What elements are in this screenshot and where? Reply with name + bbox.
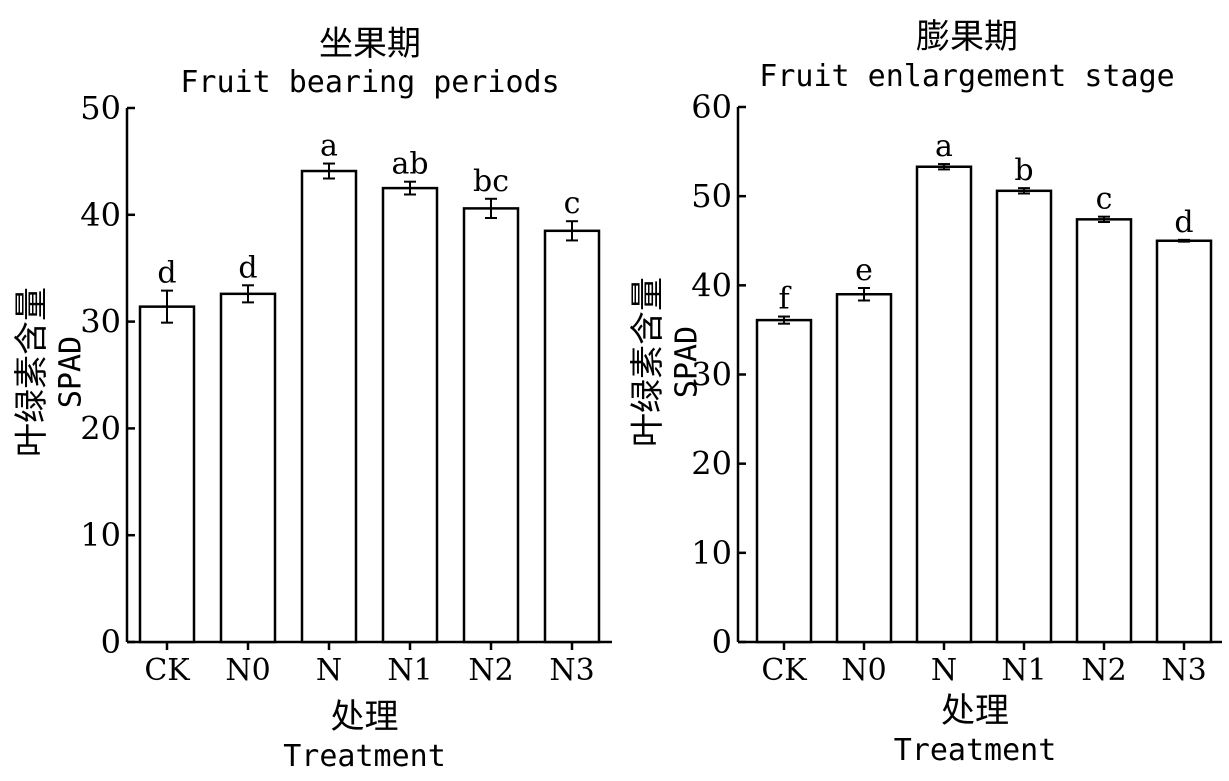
y-tick-label: 40 [691,266,732,304]
x-tick-label: N0 [841,653,886,688]
x-tick-label: N2 [1081,653,1126,688]
y-tick-label: 50 [80,89,121,127]
significance-letter: b [1014,153,1033,188]
y-tick-label: 10 [80,516,121,554]
bar-N [915,165,973,644]
y-tick-label: 30 [80,303,121,341]
chart-title: 膨果期 [916,17,1018,57]
y-tick-label: 60 [691,88,732,126]
x-tick-label: N3 [1161,653,1206,688]
significance-letter: e [855,253,873,288]
x-tick-label: N3 [549,653,594,688]
significance-letter: a [320,129,338,164]
chart-subtitle: Fruit enlargement stage [759,59,1174,94]
significance-letter: d [157,256,176,291]
y-tick-label: 20 [691,445,732,483]
bar-N3 [1155,239,1213,644]
significance-letter: c [564,186,581,221]
bar-N0 [219,292,277,644]
y-tick-label: 50 [691,177,732,215]
x-axis-label: 处理 [941,691,1009,731]
y-tick-label: 0 [712,623,732,661]
y-tick-label: 20 [80,409,121,447]
significance-letter: c [1096,182,1113,217]
significance-letter: d [238,250,257,285]
chart-title: 坐果期 [319,24,421,64]
x-tick-label: N1 [387,653,432,688]
x-axis-label-en: Treatment [894,733,1057,768]
significance-letter: f [778,282,791,317]
bar-N1 [381,186,439,644]
significance-letter: d [1174,205,1193,240]
y-tick-label: 10 [691,534,732,572]
bar-CK [755,318,813,644]
y-tick-label: 30 [691,356,732,394]
y-axis-label: 叶绿素含量 [12,287,52,457]
significance-letter: bc [473,164,509,199]
x-tick-label: N2 [468,653,513,688]
x-axis-label-en: Treatment [283,739,446,774]
bar-N [300,169,358,644]
bar-N0 [835,293,893,644]
x-tick-label: N [931,653,957,688]
bar-N1 [995,189,1053,644]
x-tick-label: CK [144,653,190,688]
bar-N2 [1075,218,1133,644]
y-axis-label: 叶绿素含量 [628,277,668,447]
x-tick-label: N [316,653,342,688]
y-axis-label-en: SPAD [54,336,89,408]
bar-CK [138,305,196,644]
y-tick-label: 40 [80,196,121,234]
x-axis-label: 处理 [331,697,399,737]
x-tick-label: N0 [225,653,270,688]
bar-N3 [543,229,601,644]
bar-N2 [462,207,520,644]
significance-letter: ab [391,147,428,182]
x-tick-label: CK [761,653,807,688]
chart-subtitle: Fruit bearing periods [180,65,559,100]
significance-letter: a [935,129,953,164]
y-axis-label-en: SPAD [670,326,705,398]
x-tick-label: N1 [1001,653,1046,688]
y-tick-label: 0 [101,623,121,661]
